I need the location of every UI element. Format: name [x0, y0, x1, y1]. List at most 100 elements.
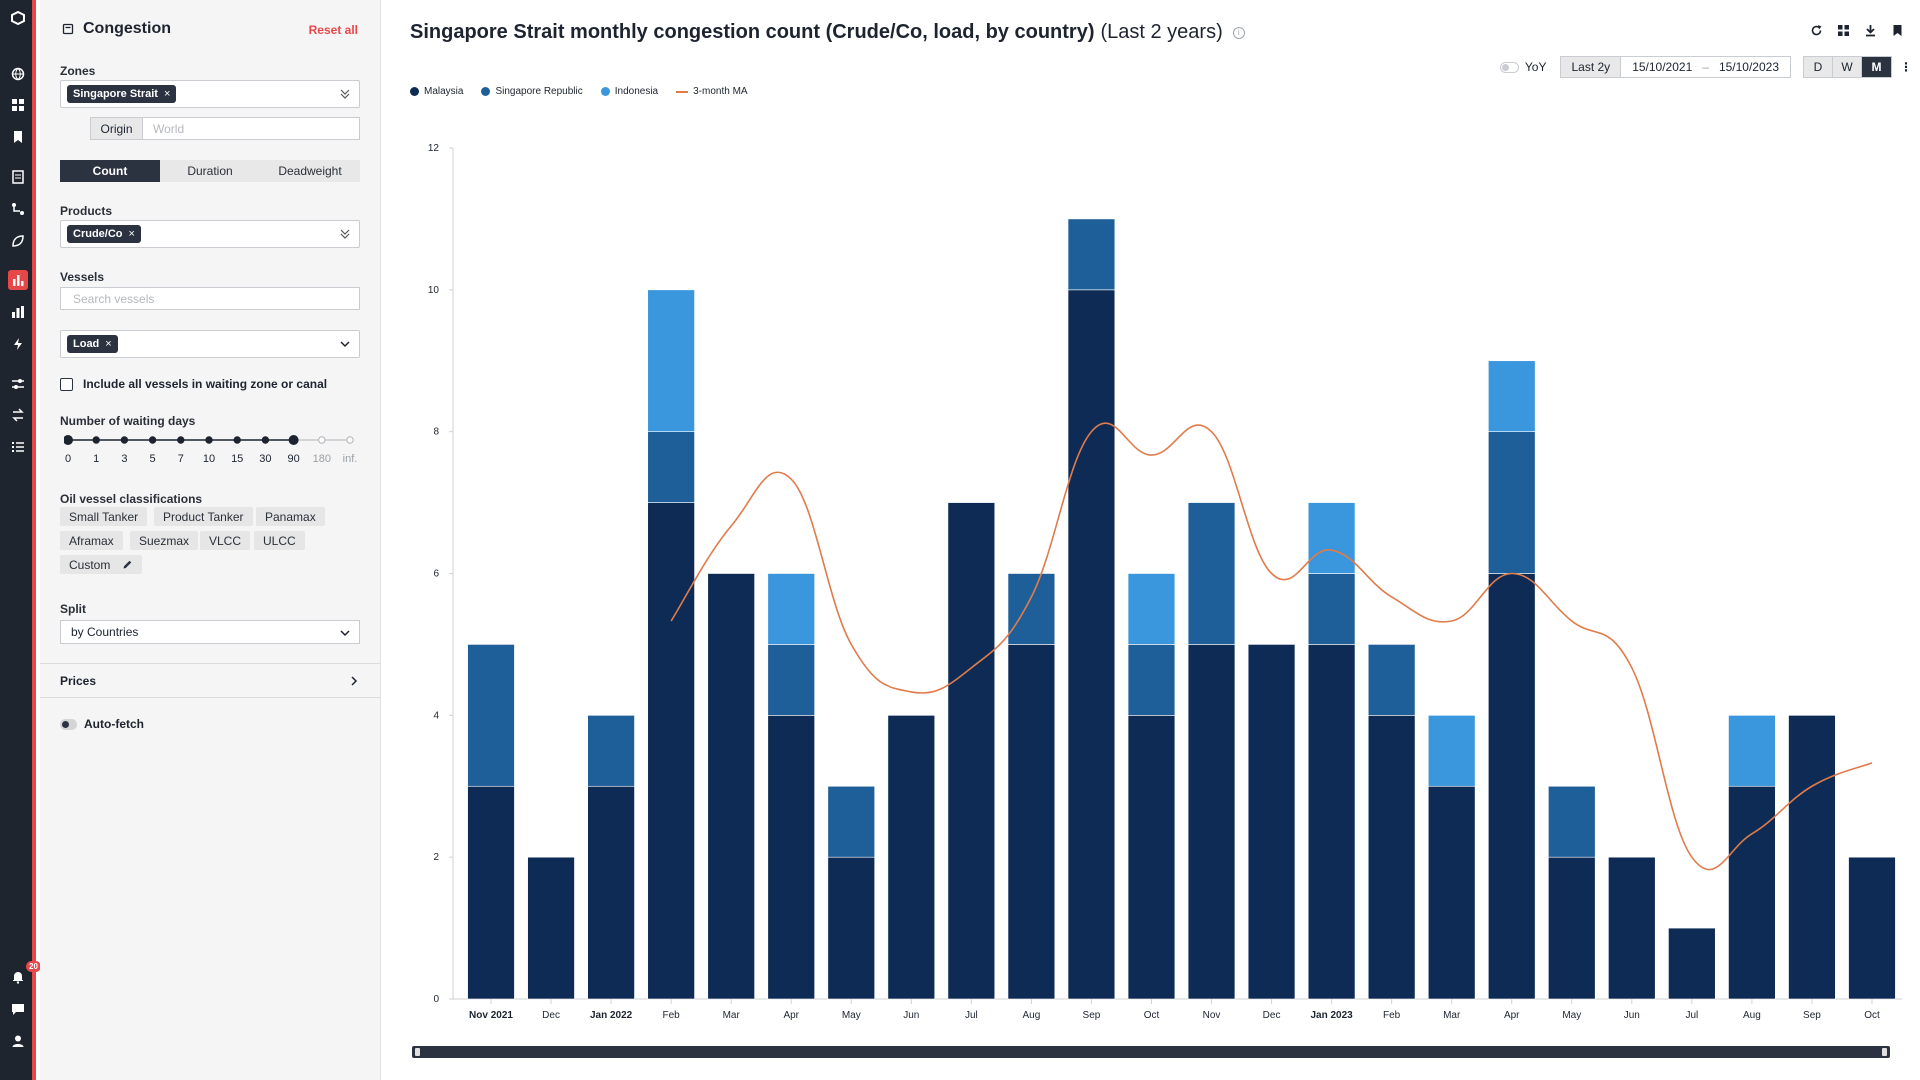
- bar-segment-malaysia[interactable]: [527, 856, 575, 1000]
- reset-all-link[interactable]: Reset all: [308, 23, 358, 37]
- bar-segment-indonesia[interactable]: [767, 573, 815, 645]
- list-icon[interactable]: [8, 437, 28, 457]
- class-aframax[interactable]: Aframax: [60, 531, 123, 550]
- lightning-icon[interactable]: [8, 334, 28, 354]
- bar-segment-malaysia[interactable]: [1668, 927, 1716, 1000]
- filters-icon[interactable]: [8, 374, 28, 394]
- legend-item-malaysia[interactable]: Malaysia: [410, 86, 463, 97]
- refresh-icon[interactable]: [1810, 24, 1823, 37]
- bar-segment-malaysia[interactable]: [587, 785, 635, 1000]
- vessels-search-input[interactable]: Search vessels: [60, 287, 360, 310]
- tab-count[interactable]: Count: [60, 160, 160, 182]
- leaf-icon[interactable]: [8, 231, 28, 251]
- remove-chip-icon[interactable]: ×: [163, 88, 171, 100]
- tab-deadweight[interactable]: Deadweight: [278, 164, 342, 178]
- bar-segment-singapore-republic[interactable]: [1187, 502, 1236, 645]
- activity-chip[interactable]: Load ×: [67, 335, 118, 353]
- bar-segment-malaysia[interactable]: [707, 573, 755, 1000]
- logo-icon[interactable]: [8, 8, 28, 28]
- bar-segment-malaysia[interactable]: [827, 856, 875, 1000]
- dashboard-icon[interactable]: [8, 95, 28, 115]
- bar-segment-singapore-republic[interactable]: [587, 715, 635, 787]
- double-chevron-down-icon[interactable]: [339, 228, 351, 240]
- slider-handle[interactable]: [288, 435, 299, 445]
- bar-segment-malaysia[interactable]: [887, 715, 936, 1000]
- bar-segment-malaysia[interactable]: [1067, 289, 1116, 1000]
- bar-segment-indonesia[interactable]: [647, 289, 695, 432]
- bar-segment-singapore-republic[interactable]: [827, 785, 875, 858]
- slider-handle[interactable]: [64, 435, 73, 445]
- zone-chip[interactable]: Singapore Strait ×: [67, 85, 177, 103]
- granularity-week[interactable]: W: [1833, 57, 1862, 77]
- legend-item-moving-average[interactable]: 3-month MA: [676, 86, 748, 97]
- remove-chip-icon[interactable]: ×: [105, 338, 112, 350]
- bar-segment-malaysia[interactable]: [647, 502, 695, 1000]
- autofetch-toggle[interactable]: [60, 718, 77, 730]
- class-custom[interactable]: Custom: [60, 555, 143, 574]
- user-icon[interactable]: [8, 1031, 28, 1051]
- moving-average-line[interactable]: [670, 422, 1873, 871]
- bar-segment-malaysia[interactable]: [1007, 644, 1056, 1000]
- prices-section[interactable]: Prices: [40, 663, 381, 698]
- bar-segment-malaysia[interactable]: [1187, 644, 1236, 1000]
- bar-segment-malaysia[interactable]: [1127, 715, 1176, 1000]
- yoy-toggle[interactable]: [1499, 61, 1519, 73]
- download-icon[interactable]: [1864, 24, 1877, 37]
- chart-range-scrollbar[interactable]: [412, 1046, 1890, 1058]
- bar-segment-singapore-republic[interactable]: [1007, 573, 1056, 645]
- bar-segment-malaysia[interactable]: [1488, 573, 1536, 1000]
- bar-segment-singapore-republic[interactable]: [1067, 218, 1116, 291]
- granularity-month[interactable]: M: [1862, 57, 1891, 77]
- remove-chip-icon[interactable]: ×: [128, 228, 135, 240]
- bar-segment-malaysia[interactable]: [1728, 785, 1776, 1000]
- period-preset[interactable]: Last 2y: [1561, 57, 1622, 77]
- class-vlcc[interactable]: VLCC: [200, 531, 251, 550]
- bar-segment-indonesia[interactable]: [1127, 573, 1176, 645]
- bar-segment-singapore-republic[interactable]: [1488, 431, 1536, 574]
- bar-segment-malaysia[interactable]: [767, 715, 815, 1000]
- bar-segment-indonesia[interactable]: [1728, 715, 1776, 787]
- class-panamax[interactable]: Panamax: [256, 507, 325, 526]
- range-handle-right[interactable]: [1882, 1048, 1887, 1056]
- bar-segment-indonesia[interactable]: [1307, 502, 1356, 574]
- congestion-chart-icon[interactable]: [8, 270, 28, 290]
- info-icon[interactable]: i: [1232, 26, 1245, 39]
- more-options-icon[interactable]: ⋮: [1900, 60, 1912, 74]
- legend-item-singapore[interactable]: Singapore Republic: [481, 86, 583, 97]
- products-field[interactable]: Crude/Co ×: [60, 220, 360, 248]
- globe-icon[interactable]: [8, 64, 28, 84]
- bar-segment-malaysia[interactable]: [947, 502, 996, 1000]
- split-select[interactable]: by Countries: [60, 620, 360, 644]
- report-icon[interactable]: [8, 167, 28, 187]
- yoy-toggle-row[interactable]: YoY: [1499, 60, 1546, 74]
- save-view-icon[interactable]: [62, 23, 74, 35]
- bar-segment-malaysia[interactable]: [1427, 785, 1476, 1000]
- class-ulcc[interactable]: ULCC: [254, 531, 305, 550]
- bar-segment-malaysia[interactable]: [467, 785, 515, 1000]
- origin-field[interactable]: Origin World: [90, 117, 360, 140]
- bar-segment-malaysia[interactable]: [1608, 856, 1656, 1000]
- flows-icon[interactable]: [8, 199, 28, 219]
- bar-segment-indonesia[interactable]: [1488, 360, 1536, 432]
- granularity-day[interactable]: D: [1804, 57, 1833, 77]
- class-suezmax[interactable]: Suezmax: [130, 531, 199, 550]
- bar-segment-indonesia[interactable]: [1427, 715, 1476, 787]
- bookmark-icon[interactable]: [8, 127, 28, 147]
- origin-input[interactable]: World: [143, 117, 360, 140]
- chat-icon[interactable]: [8, 999, 28, 1019]
- date-range-picker[interactable]: Last 2y 15/10/2021 – 15/10/2023: [1560, 56, 1791, 78]
- bar-segment-malaysia[interactable]: [1307, 644, 1356, 1000]
- bookmark-icon[interactable]: [1891, 24, 1904, 37]
- product-chip[interactable]: Crude/Co ×: [67, 225, 141, 243]
- range-handle-left[interactable]: [415, 1048, 420, 1056]
- waiting-days-slider[interactable]: [64, 430, 354, 450]
- class-product-tanker[interactable]: Product Tanker: [154, 507, 253, 526]
- bar-segment-singapore-republic[interactable]: [647, 431, 695, 503]
- transfer-icon[interactable]: [8, 405, 28, 425]
- chevron-down-icon[interactable]: [339, 338, 351, 350]
- bar-segment-singapore-republic[interactable]: [1307, 573, 1356, 645]
- dashboard-add-icon[interactable]: [1837, 24, 1850, 37]
- tab-duration[interactable]: Duration: [187, 164, 233, 178]
- date-from[interactable]: 15/10/2021: [1632, 60, 1693, 74]
- activity-field[interactable]: Load ×: [60, 330, 360, 358]
